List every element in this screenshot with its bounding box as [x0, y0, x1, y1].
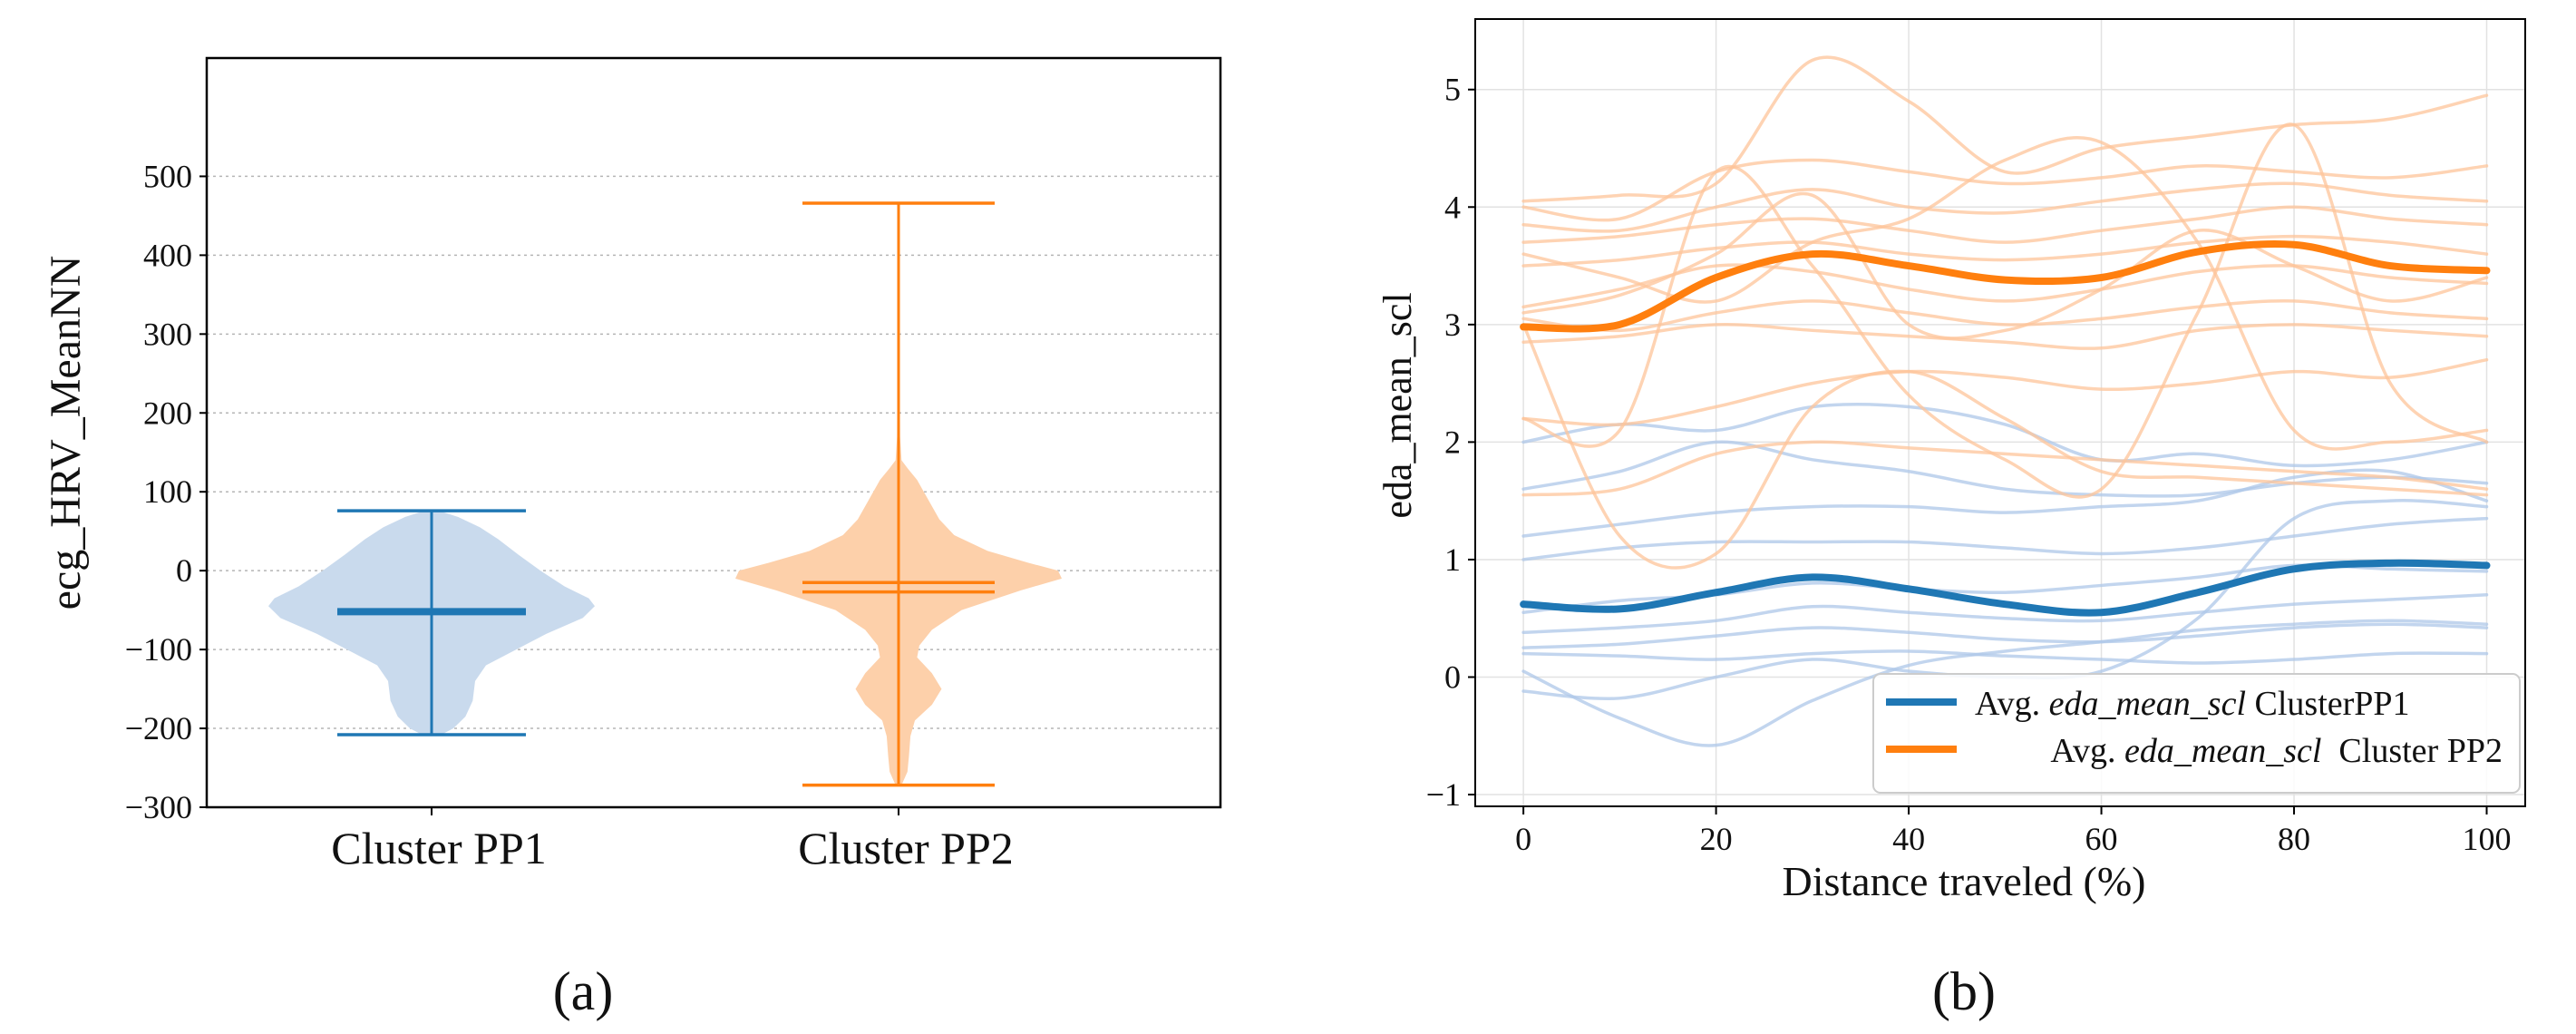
plot-frame — [205, 56, 1222, 809]
x-tick-label: Cluster PP2 — [798, 823, 1014, 873]
y-tick-label: 3 — [1444, 307, 1461, 343]
x-tick-label: 40 — [1892, 821, 1925, 857]
panel-label: (b) — [1932, 961, 1996, 1021]
average-series-line — [1520, 239, 2491, 333]
y-ticks: −300 −200 −100 0 100 200 300 400 500 — [125, 158, 207, 825]
y-axis-label: eda_mean_scl — [1375, 292, 1420, 518]
y-axis-label: ecg_HRV_MeanNN — [42, 256, 90, 610]
legend-suffix: Cluster PP2 — [2321, 732, 2503, 770]
x-tick-label: Cluster PP1 — [331, 823, 547, 873]
subject-series-line — [1521, 322, 2489, 350]
x-ticks: Cluster PP1 Cluster PP2 — [331, 807, 1014, 873]
subject-series-line — [1521, 136, 2489, 451]
subject-series-line — [1521, 122, 2489, 499]
legend-prefix: Avg. — [1975, 685, 2049, 723]
y-tick-label: 0 — [1444, 658, 1461, 695]
subject-series-line — [1521, 622, 2489, 649]
y-tick-label: −100 — [125, 631, 192, 668]
subject-series-line — [1521, 619, 2489, 747]
subject-series-line — [1521, 440, 2489, 498]
x-axis-label: Distance traveled (%) — [1782, 858, 2145, 904]
x-tick-label: 100 — [2463, 821, 2512, 857]
legend-suffix: ClusterPP1 — [2246, 685, 2410, 723]
legend-box — [1872, 673, 2521, 794]
x-tick-label: 0 — [1515, 821, 1531, 857]
y-tick-label: 1 — [1444, 541, 1461, 578]
y-tick-label: 400 — [143, 237, 192, 273]
subject-series-line — [1521, 357, 2489, 427]
violin-panel: −300 −200 −100 0 100 200 300 400 500 Cluster PP1… — [42, 56, 1222, 1021]
subject-series-line — [1521, 181, 2489, 233]
y-ticks: −1 0 1 2 3 4 5 — [1426, 72, 1475, 813]
legend-prefix: Avg. — [2050, 732, 2124, 770]
subject-series-line — [1521, 516, 2489, 561]
violins — [268, 201, 1062, 787]
legend: Avg. eda_mean_scl ClusterPP1 Avg. eda_me… — [1872, 673, 2562, 794]
subject-series-line — [1521, 323, 2489, 570]
x-ticks: 0 20 40 60 80 100 — [1515, 806, 2512, 857]
plot-frame — [1474, 18, 2526, 807]
subject-series-line — [1521, 55, 2489, 203]
legend-entry-pp1: Avg. eda_mean_scl ClusterPP1 — [1975, 685, 2410, 723]
subject-series-line — [1521, 649, 2489, 665]
y-tick-label: 200 — [143, 395, 192, 431]
subject-series-line — [1521, 440, 2489, 497]
legend-var: eda_mean_scl — [2049, 685, 2246, 723]
y-tick-label: −300 — [125, 789, 192, 825]
subject-series-line — [1521, 191, 2489, 340]
average-series-line — [1520, 559, 2491, 617]
series-lines — [1520, 55, 2491, 747]
y-tick-label: 0 — [176, 552, 192, 589]
subject-series-line — [1521, 402, 2489, 468]
panel-label: (a) — [553, 961, 614, 1021]
legend-var: eda_mean_scl — [2124, 732, 2321, 770]
y-tick-label: 100 — [143, 473, 192, 510]
x-tick-label: 80 — [2278, 821, 2310, 857]
y-tick-label: 500 — [143, 158, 192, 194]
y-tick-label: −1 — [1426, 776, 1461, 813]
y-tick-label: 5 — [1444, 72, 1461, 108]
x-tick-label: 20 — [1700, 821, 1733, 857]
line-panel: −1 0 1 2 3 4 5 0 20 40 60 80 100 eda_mean_scl Dista… — [1375, 18, 2562, 1021]
y-tick-label: 4 — [1444, 189, 1461, 225]
y-tick-label: −200 — [125, 710, 192, 746]
legend-entry-pp2: Avg. eda_mean_scl Cluster PP2 — [1975, 732, 2562, 770]
y-tick-label: 300 — [143, 316, 192, 352]
subject-series-line — [1521, 263, 2489, 309]
subject-series-line — [1521, 299, 2489, 333]
subject-series-line — [1521, 234, 2489, 268]
subject-series-line — [1521, 593, 2489, 635]
x-tick-label: 60 — [2085, 821, 2118, 857]
y-tick-label: 2 — [1444, 424, 1461, 460]
